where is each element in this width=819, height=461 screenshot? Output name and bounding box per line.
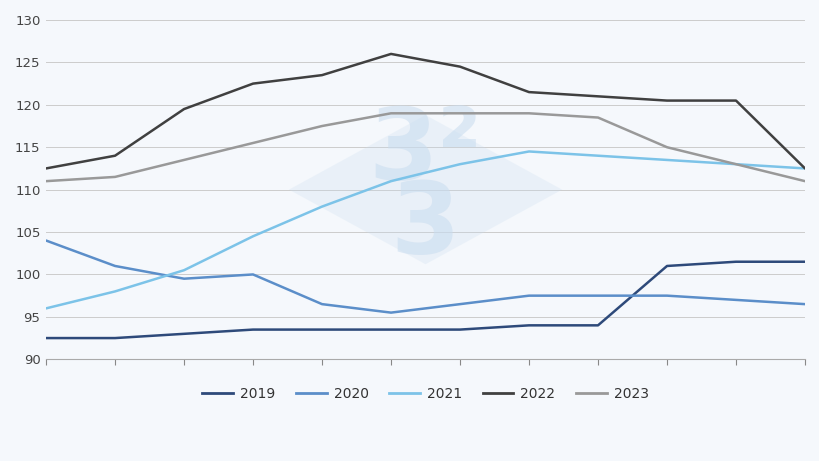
Legend: 2019, 2020, 2021, 2022, 2023: 2019, 2020, 2021, 2022, 2023 <box>197 382 654 407</box>
Polygon shape <box>288 115 562 264</box>
Text: 3²
3: 3² 3 <box>369 104 482 275</box>
